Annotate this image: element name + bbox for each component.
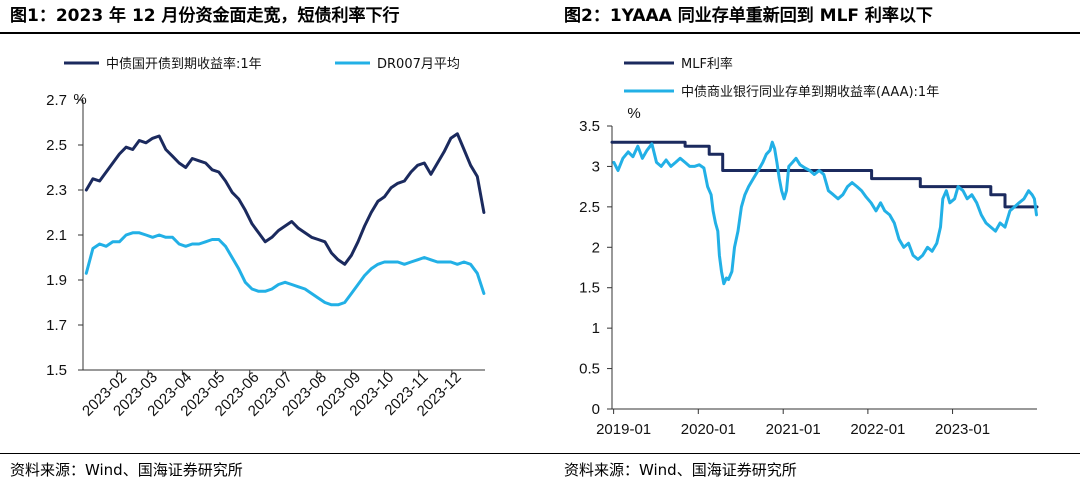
figure-source: 资料来源：Wind、国海证券研究所 bbox=[0, 453, 540, 487]
figure-title: 图1：2023 年 12 月份资金面走宽，短债利率下行 bbox=[0, 0, 540, 34]
y-tick-label: 0 bbox=[592, 401, 600, 418]
y-tick-label: 2.5 bbox=[579, 199, 600, 216]
y-tick-label: 2.3 bbox=[46, 182, 67, 199]
legend-label: 中债商业银行同业存单到期收益率(AAA):1年 bbox=[681, 84, 939, 100]
y-tick-label: 1 bbox=[592, 320, 600, 337]
series-line-2 bbox=[612, 140, 1038, 286]
chart-panel-right: 图2：1YAAA 同业存单重新回到 MLF 利率以下 0 0.5 1 1.5 2 2.5 3… bbox=[540, 0, 1080, 487]
y-tick-label: 2.1 bbox=[46, 227, 67, 244]
x-tick-label: 2021-01 bbox=[766, 421, 821, 438]
x-tick-label: 2020-01 bbox=[681, 421, 736, 438]
series-line-2 bbox=[84, 231, 486, 307]
y-tick-label: 3 bbox=[592, 158, 600, 175]
y-tick-label: 1.9 bbox=[46, 272, 67, 289]
chart-svg-left: 1.51.71.92.12.32.52.7 %2023-022023-032023… bbox=[46, 56, 486, 420]
y-tick-label: 2.7 bbox=[46, 92, 67, 109]
y-unit-label: % bbox=[627, 105, 640, 122]
series-line-1 bbox=[610, 140, 1039, 209]
chart-svg-right: 0 0.5 1 1.5 2 2.5 3 3.5% 2019-01 2020-01 2021-01 20… bbox=[579, 56, 1039, 438]
legend-label: MLF利率 bbox=[681, 56, 733, 72]
legend-label: DR007月平均 bbox=[377, 57, 460, 72]
legend-label: 中债国开债到期收益率:1年 bbox=[106, 56, 262, 72]
x-tick-label: 2022-01 bbox=[850, 421, 905, 438]
y-unit-label: % bbox=[73, 91, 86, 108]
figure-title: 图2：1YAAA 同业存单重新回到 MLF 利率以下 bbox=[540, 0, 1080, 34]
y-tick-label: 2 bbox=[592, 239, 600, 256]
figure-source: 资料来源：Wind、国海证券研究所 bbox=[540, 453, 1080, 487]
y-tick-label: 1.5 bbox=[579, 280, 600, 297]
y-tick-label: 2.5 bbox=[46, 137, 67, 154]
y-tick-label: 0.5 bbox=[579, 361, 600, 378]
y-tick-label: 1.7 bbox=[46, 317, 67, 334]
x-tick-label: 2019-01 bbox=[596, 421, 651, 438]
y-tick-label: 3.5 bbox=[579, 118, 600, 135]
series-line-1 bbox=[84, 132, 486, 266]
y-tick-label: 1.5 bbox=[46, 362, 67, 379]
x-tick-label: 2023-01 bbox=[935, 421, 990, 438]
chart-panel-left: 图1：2023 年 12 月份资金面走宽，短债利率下行 1.5 1.7 1.9 2.1… bbox=[0, 0, 540, 487]
